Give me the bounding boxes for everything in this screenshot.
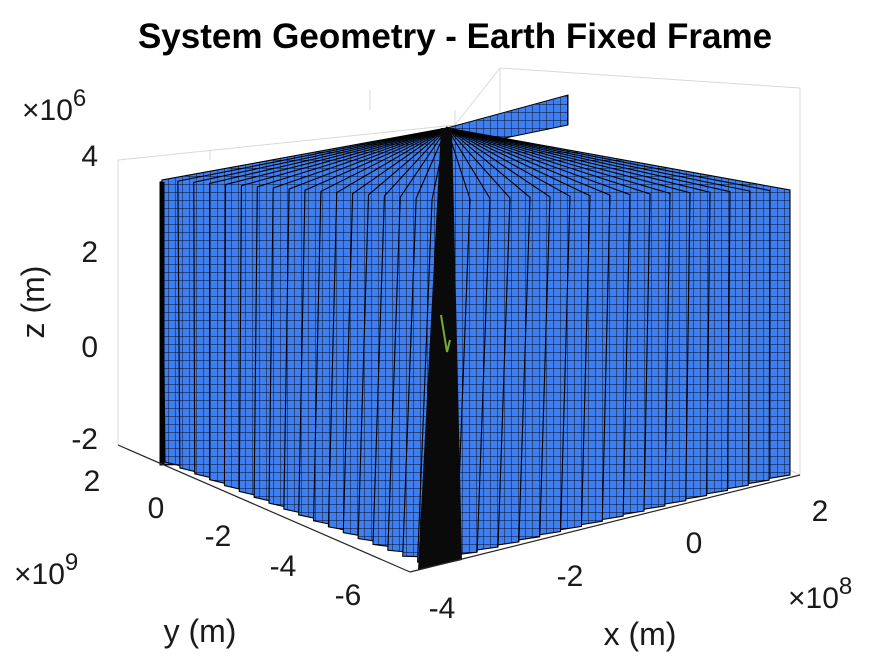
z-exponent-base: 10 xyxy=(40,94,73,127)
y-exponent-power: 9 xyxy=(65,549,78,576)
z-exponent-power: 6 xyxy=(73,85,86,112)
y-exponent: ×109 xyxy=(14,549,78,591)
y-axis-label: y (m) xyxy=(164,613,237,649)
y-exponent-prefix: × xyxy=(14,558,32,591)
x-tick-label: 0 xyxy=(686,527,703,560)
x-tick-label: -4 xyxy=(429,592,456,625)
x-tick-labels: -4 -2 0 2 xyxy=(429,495,829,625)
z-tick-label: 4 xyxy=(81,140,98,173)
x-exponent: ×108 xyxy=(788,573,852,615)
y-tick-label: -2 xyxy=(205,520,232,553)
y-tick-label: 2 xyxy=(84,465,101,498)
front-axes xyxy=(117,444,801,573)
svg-text:×109: ×109 xyxy=(14,549,78,591)
svg-text:×108: ×108 xyxy=(788,573,852,615)
z-exponent: ×106 xyxy=(22,85,86,127)
chart-title: System Geometry - Earth Fixed Frame xyxy=(138,17,772,56)
z-tick-label: -2 xyxy=(71,423,98,456)
x-tick-label: -2 xyxy=(557,560,584,593)
z-tick-label: 0 xyxy=(81,331,98,364)
y-exponent-base: 10 xyxy=(32,558,65,591)
x-exponent-power: 8 xyxy=(839,573,852,600)
z-tick-labels: 4 2 0 -2 xyxy=(71,140,98,456)
x-exponent-prefix: × xyxy=(788,582,806,615)
x-axis-label: x (m) xyxy=(604,616,677,652)
surface-panels xyxy=(159,94,791,570)
x-tick-label: 2 xyxy=(812,495,829,528)
y-tick-label: 0 xyxy=(148,492,165,525)
y-tick-label: -4 xyxy=(270,550,297,583)
z-axis-label: z (m) xyxy=(15,266,51,339)
svg-text:×106: ×106 xyxy=(22,85,86,127)
trajectory-line xyxy=(440,314,451,353)
y-tick-label: -6 xyxy=(335,579,362,612)
z-exponent-prefix: × xyxy=(22,94,40,127)
surface-panel xyxy=(418,128,462,570)
x-exponent-base: 10 xyxy=(806,582,839,615)
y-tick-labels: 2 0 -2 -4 -6 xyxy=(84,465,362,612)
z-tick-label: 2 xyxy=(81,236,98,269)
